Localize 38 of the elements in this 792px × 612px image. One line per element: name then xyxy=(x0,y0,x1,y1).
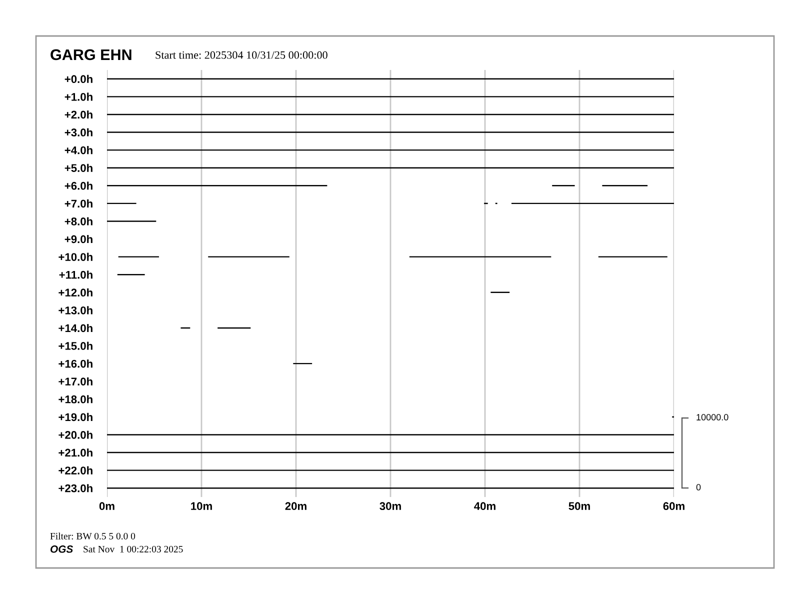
chart-subtitle: Start time: 2025304 10/31/25 00:00:00 xyxy=(156,51,328,59)
y-tick-label: +15.0h xyxy=(58,342,92,350)
y-tick-label: +14.0h xyxy=(58,324,92,332)
x-tick-label: 0m xyxy=(99,502,114,510)
x-tick-label: 20m xyxy=(285,502,306,510)
y-tick-label: +10.0h xyxy=(58,252,92,261)
y-tick-label: +7.0h xyxy=(64,199,92,208)
y-tick-label: +23.0h xyxy=(58,484,92,492)
y-tick-label: +13.0h xyxy=(58,306,92,314)
text: Filter: BW 0.5 5 0.0 0 xyxy=(50,532,136,540)
x-tick-label: 30m xyxy=(380,502,401,510)
y-tick-label: +2.0h xyxy=(64,110,92,119)
y-tick-label: +17.0h xyxy=(58,377,92,386)
y-tick-label: +4.0h xyxy=(64,146,92,154)
y-tick-label: +1.0h xyxy=(64,92,92,101)
y-tick-label: +11.0h xyxy=(59,270,92,279)
x-tick-label: 40m xyxy=(474,502,496,510)
x-tick-label: 50m xyxy=(568,502,590,510)
chart-title: GARG EHN xyxy=(50,49,132,60)
y-tick-label: +22.0h xyxy=(58,466,92,474)
x-tick-label: 10m xyxy=(191,502,212,510)
y-tick-label: +5.0h xyxy=(64,164,92,172)
x-tick-label: 60m xyxy=(663,502,684,510)
y-tick-label: +8.0h xyxy=(64,217,92,226)
y-tick-label: +3.0h xyxy=(64,128,92,136)
text: 0 xyxy=(696,484,701,490)
y-tick-label: +21.0h xyxy=(58,448,92,457)
text: Sat Nov 1 00:22:03 2025 xyxy=(84,546,183,552)
y-tick-label: +12.0h xyxy=(58,288,92,297)
y-tick-label: +9.0h xyxy=(64,234,92,244)
y-tick-label: +18.0h xyxy=(58,395,92,404)
y-tick-label: +20.0h xyxy=(58,430,92,439)
text: 10000.0 xyxy=(696,414,728,420)
y-tick-label: +6.0h xyxy=(64,182,92,190)
y-tick-label: +19.0h xyxy=(58,412,92,422)
text: OGS xyxy=(50,545,74,553)
y-tick-label: +0.0h xyxy=(64,74,92,84)
y-tick-label: +16.0h xyxy=(58,360,92,368)
